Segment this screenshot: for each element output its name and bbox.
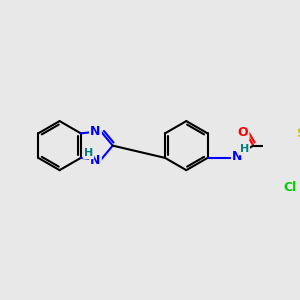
Text: O: O xyxy=(238,126,248,139)
Text: N: N xyxy=(90,154,100,166)
Text: H: H xyxy=(240,144,249,154)
Text: N: N xyxy=(232,150,242,163)
Text: N: N xyxy=(90,125,100,138)
Text: H: H xyxy=(84,148,93,158)
Text: S: S xyxy=(296,127,300,140)
Text: Cl: Cl xyxy=(284,181,297,194)
